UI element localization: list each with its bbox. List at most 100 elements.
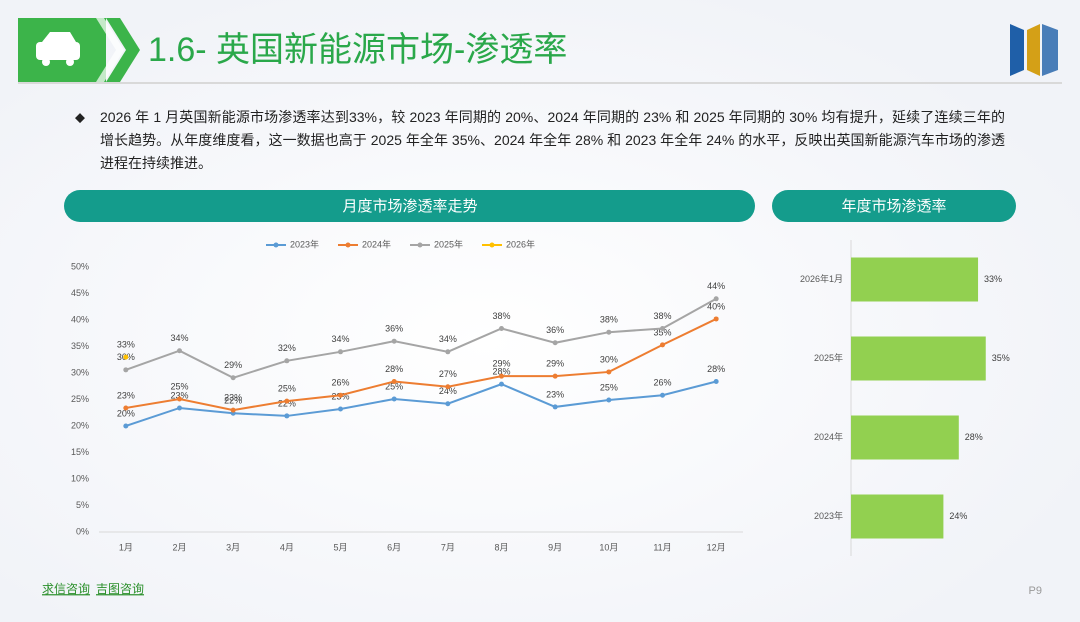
point (338, 392, 343, 398)
x-tick-label: 5月 (333, 542, 347, 552)
data-label: 24% (439, 386, 457, 396)
x-tick-label: 12月 (707, 542, 726, 552)
point (660, 342, 665, 348)
legend-swatch (417, 242, 423, 248)
x-tick-label: 1月 (119, 542, 133, 552)
footer-link[interactable]: 求信咨询 (42, 581, 90, 596)
data-label: 34% (331, 334, 349, 344)
point (338, 349, 343, 355)
page-title: 1.6- 英国新能源市场-渗透率 (148, 31, 567, 69)
y-tick-label: 2026年1月 (800, 273, 843, 284)
point (230, 375, 236, 381)
legend-swatch (273, 242, 279, 248)
point (230, 407, 236, 413)
car-icon (36, 32, 80, 66)
point (606, 369, 612, 375)
point (713, 296, 719, 302)
bar (851, 494, 944, 539)
y-tick-label: 35% (71, 341, 89, 351)
data-label: 29% (224, 360, 242, 370)
point (499, 373, 504, 379)
point (123, 405, 129, 411)
data-label: 25% (278, 383, 296, 393)
point (445, 349, 451, 355)
data-label: 44% (707, 281, 725, 291)
data-label: 23% (546, 389, 564, 399)
data-label: 24% (949, 511, 967, 521)
y-tick-label: 50% (71, 261, 89, 271)
data-label: 28% (707, 364, 725, 374)
data-label: 34% (170, 333, 188, 343)
point (391, 396, 397, 402)
data-label: 25% (170, 381, 188, 391)
data-label: 28% (492, 367, 510, 377)
data-label: 23% (224, 392, 242, 402)
x-tick-label: 8月 (494, 542, 508, 552)
legend-label: 2025年 (434, 238, 463, 249)
bar (851, 336, 986, 381)
data-label: 25% (385, 381, 403, 391)
x-tick-label: 6月 (387, 542, 401, 552)
chevron (106, 18, 140, 82)
point (284, 358, 290, 364)
point (177, 396, 182, 402)
point (123, 354, 129, 360)
data-label: 34% (439, 334, 457, 344)
bar (851, 257, 979, 302)
point (499, 381, 504, 387)
data-label: 40% (707, 301, 725, 311)
data-label: 28% (385, 364, 403, 374)
point (123, 423, 129, 429)
data-label: 38% (653, 311, 671, 321)
x-tick-label: 11月 (653, 542, 671, 552)
point (338, 406, 343, 412)
x-tick-label: 7月 (441, 542, 455, 552)
point (391, 338, 397, 344)
y-tick-label: 45% (71, 288, 89, 298)
data-label: 26% (331, 378, 349, 388)
data-label: 35% (992, 353, 1010, 363)
data-label: 23% (117, 390, 135, 400)
point (123, 367, 129, 373)
page-number: P9 (1029, 585, 1042, 597)
point (552, 404, 558, 410)
bullet: ◆ (75, 109, 85, 124)
data-label: 33% (984, 274, 1002, 284)
section-banner (64, 190, 755, 222)
series-line (125, 380, 717, 427)
point (552, 373, 558, 379)
data-label: 28% (965, 432, 983, 442)
data-label: 35% (653, 327, 671, 337)
y-tick-label: 2023年 (814, 510, 843, 521)
data-label: 38% (492, 311, 510, 321)
point (660, 392, 665, 398)
data-label: 27% (439, 369, 457, 379)
chevron (96, 18, 124, 82)
y-tick-label: 15% (71, 447, 89, 457)
point (391, 378, 397, 384)
point (177, 348, 182, 354)
point (445, 384, 451, 390)
section-banner (772, 190, 1016, 222)
x-tick-label: 2月 (172, 542, 186, 552)
data-label: 23% (170, 390, 188, 400)
data-label: 32% (278, 343, 296, 353)
point (713, 316, 719, 322)
point (284, 413, 290, 419)
x-tick-label: 3月 (226, 542, 240, 552)
x-tick-label: 9月 (548, 542, 562, 552)
y-tick-label: 5% (76, 500, 89, 510)
point (660, 325, 665, 331)
y-tick-label: 25% (71, 394, 89, 404)
data-label: 30% (600, 354, 618, 364)
x-tick-label: 4月 (280, 542, 294, 552)
legend-label: 2023年 (290, 238, 319, 249)
y-tick-label: 40% (71, 314, 89, 324)
data-label: 36% (546, 325, 564, 335)
point (606, 397, 612, 403)
data-label: 25% (600, 382, 618, 392)
point (445, 401, 451, 407)
footer-link[interactable]: 吉图咨询 (96, 581, 144, 596)
